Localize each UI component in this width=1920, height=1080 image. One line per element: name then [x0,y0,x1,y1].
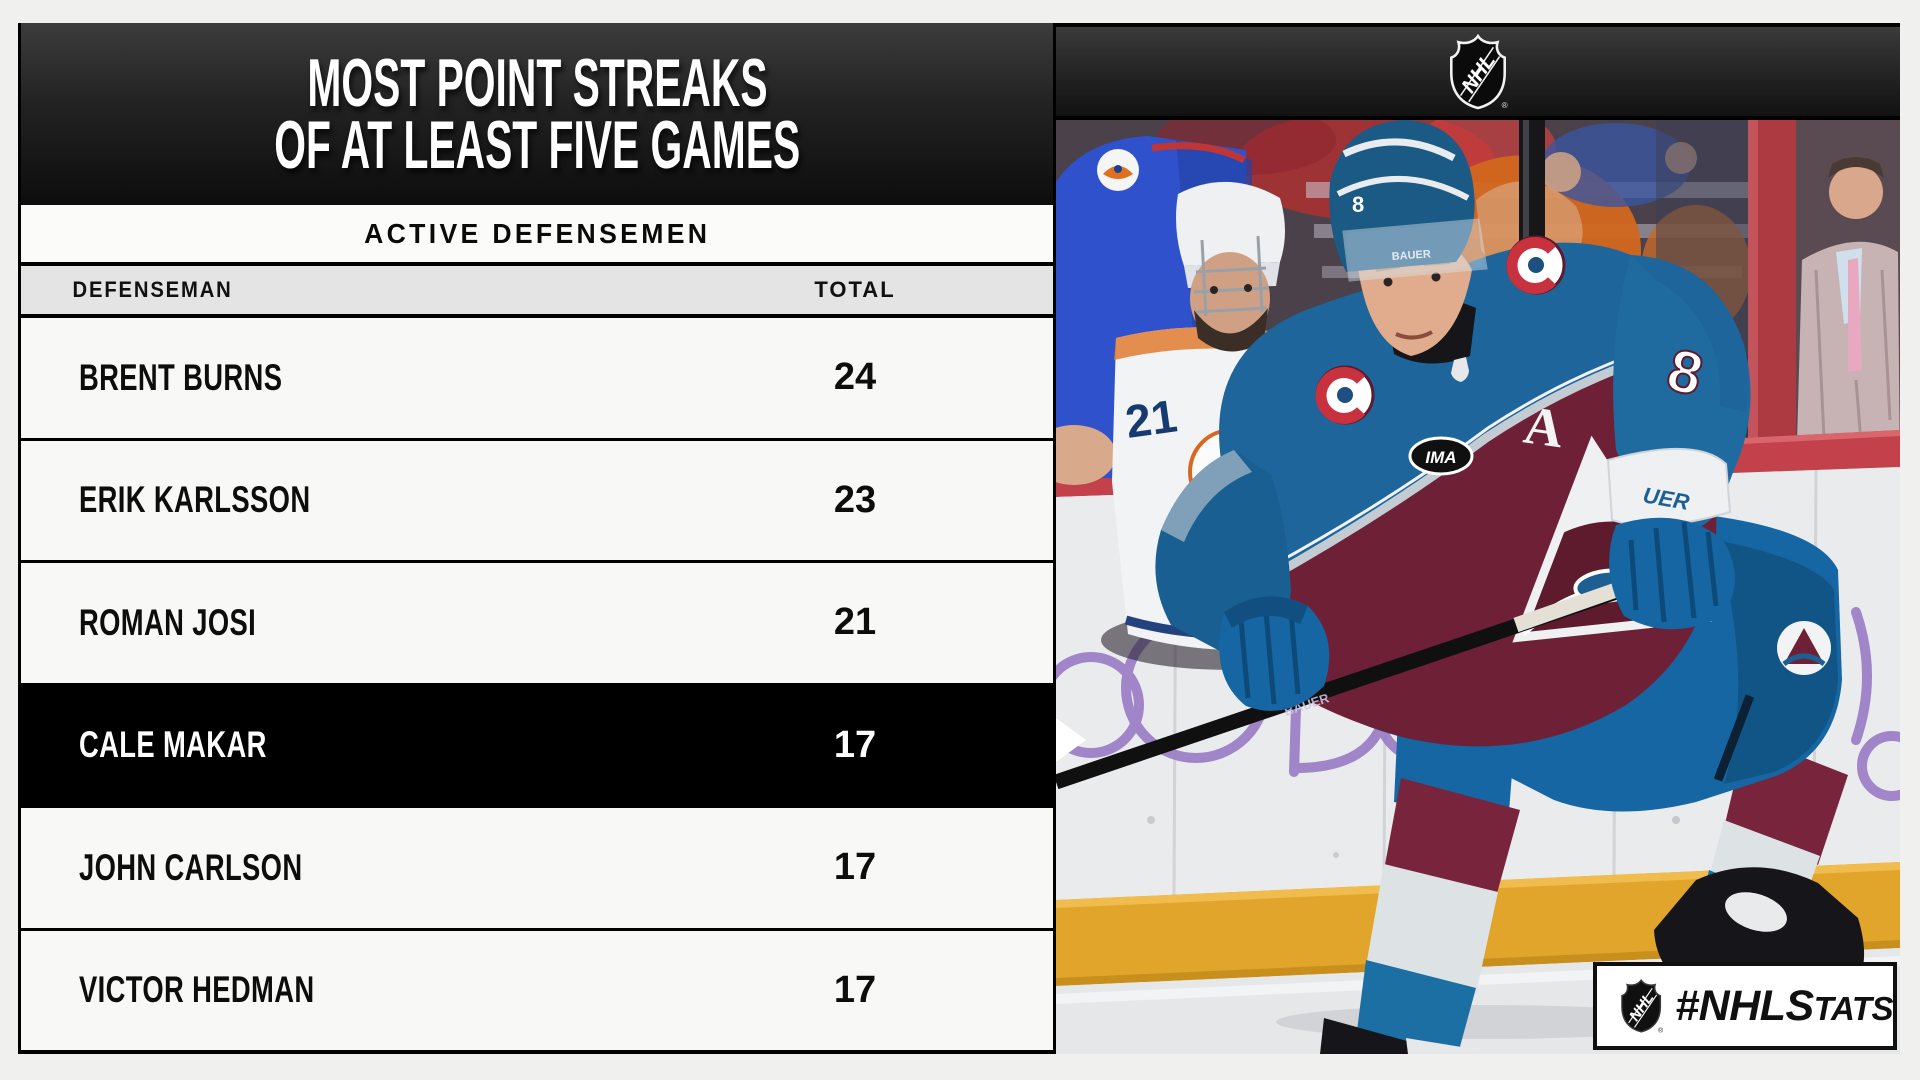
page-title-line1: MOST POINT STREAKS [306,45,768,121]
player-name: JOHN CARLSON [79,846,303,888]
svg-text:21: 21 [1122,389,1180,448]
player-head: 8 BAUER [1329,120,1488,356]
player-total: 23 [833,478,877,521]
helmet-brand: BAUER [1391,248,1431,263]
captain-letter-patch: A [1520,394,1567,459]
table-row: ERIK KARLSSON 23 [21,437,1053,560]
player-right-glove: UER [1606,448,1736,630]
player-total: 17 [833,723,877,766]
nhlstats-badge: NHL ® #NHLS TATS [1593,962,1897,1050]
player-left-glove [1219,596,1330,711]
svg-text:IMA: IMA [1425,448,1456,467]
player-name: ROMAN JOSI [79,601,257,643]
highlight-arrow-icon [1056,718,1086,762]
table-header-row: DEFENSEMAN TOTAL [21,262,1053,318]
svg-text:®: ® [1658,1027,1663,1035]
badge-hashtag: #NHLS TATS [1675,981,1893,1030]
table-row: VICTOR HEDMAN 17 [21,927,1053,1050]
photo-panel: NHL ® [1056,23,1900,1054]
column-header-defenseman: DEFENSEMAN [72,277,233,302]
table-subtitle: ACTIVE DEFENSEMEN [363,217,711,249]
table-row: JOHN CARLSON 17 [21,805,1053,928]
title-box: MOST POINT STREAKS OF AT LEAST FIVE GAME… [21,23,1053,205]
table-row-highlighted: CALE MAKAR 17 [21,682,1053,805]
player-photo: 21 [1056,120,1900,1054]
suit-man [1796,120,1900,481]
table-body: BRENT BURNS 24 ERIK KARLSSON 23 ROMAN JO… [21,318,1053,1050]
player-total: 24 [833,356,877,399]
subtitle-bar: ACTIVE DEFENSEMEN [21,205,1053,262]
player-name: CALE MAKAR [79,724,267,766]
player-total: 17 [833,968,877,1011]
shoulder-patch-right [1506,235,1566,295]
table-row: BRENT BURNS 24 [21,318,1053,438]
player-name: VICTOR HEDMAN [79,969,315,1011]
nhl-logo-bar: NHL ® [1056,23,1900,120]
stats-table-panel: MOST POINT STREAKS OF AT LEAST FIVE GAME… [18,23,1056,1054]
column-header-total: TOTAL [814,277,896,302]
table-row: ROMAN JOSI 21 [21,560,1053,683]
shoulder-patch-left [1315,365,1375,425]
player-name: BRENT BURNS [79,356,283,398]
visor [1342,218,1488,282]
player-name: ERIK KARLSSON [79,479,311,521]
player-jersey: 8 A IMA [1219,235,1719,747]
player-total: 21 [833,601,877,644]
player-total: 17 [833,846,877,889]
nhl-shield-icon: NHL ® [1450,33,1508,109]
nhl-shield-icon-badge: NHL ® [1621,978,1663,1035]
page-title-line2: OF AT LEAST FIVE GAMES [274,107,800,183]
collar-nhl-shield-icon [1451,357,1469,382]
rink-structures [1519,120,1900,482]
sponsor-patch: IMA [1408,436,1474,476]
svg-text:®: ® [1502,100,1508,109]
helmet-number: 8 [1352,192,1364,217]
